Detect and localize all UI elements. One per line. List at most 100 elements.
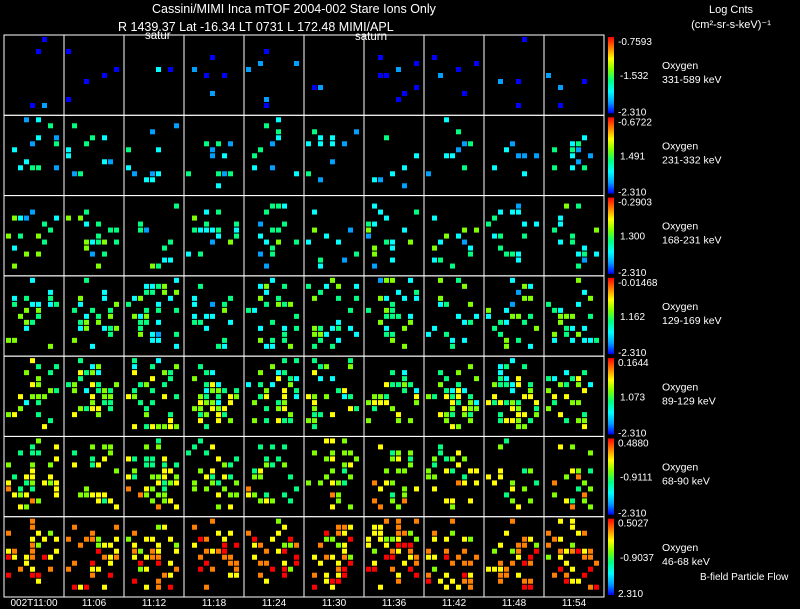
data-pixel [282,358,287,364]
data-pixel [96,382,101,388]
panel-frame [363,34,425,116]
data-pixel [402,388,407,394]
data-pixel [132,578,137,584]
row-labels: -0.7593 -1.532 -2.310 Oxygen 331-589 keV -0.6… [618,37,722,600]
data-pixel [576,468,581,474]
data-pixel [168,239,173,245]
data-pixel [108,400,113,406]
data-pixel [138,295,143,301]
panel-frame [63,195,125,277]
data-pixel [276,418,281,424]
data-pixel [432,474,437,480]
data-pixel [462,165,467,171]
data-pixel [468,584,473,590]
data-pixel [336,480,341,486]
data-pixel [294,394,299,400]
data-pixel [264,263,269,269]
data-pixel [150,129,155,135]
data-pixel [132,394,137,400]
data-pixel [492,394,497,400]
data-pixel [402,91,407,96]
data-pixel [498,566,503,572]
data-pixel [426,394,431,400]
data-pixel [162,394,167,400]
data-pixel [582,325,587,331]
data-pixel [456,424,461,430]
data-pixel [30,548,35,554]
data-pixel [144,382,149,388]
data-pixel [222,337,227,343]
data-pixel [210,370,215,376]
data-pixel [582,418,587,424]
data-pixel [498,233,503,239]
data-pixel [330,584,335,590]
data-pixel [78,492,83,498]
data-pixel [324,474,329,480]
data-pixel [150,462,155,468]
data-pixel [204,209,209,215]
data-pixel [96,319,101,325]
data-pixel [84,536,89,542]
data-pixel [312,450,317,456]
data-pixel [36,450,41,456]
data-pixel [450,498,455,504]
data-pixel [114,301,119,307]
data-pixel [108,227,113,233]
data-pixel [42,239,47,245]
data-pixel [102,542,107,548]
data-pixel [210,518,215,524]
data-pixel [492,382,497,388]
data-pixel [324,283,329,289]
data-pixel [114,382,119,388]
data-pixel [102,444,107,450]
data-pixel [330,578,335,584]
data-pixel [282,388,287,394]
data-pixel [342,438,347,444]
data-pixel [162,289,167,295]
data-pixel [138,560,143,566]
data-pixel [222,406,227,412]
data-pixel [474,400,479,406]
data-pixel [156,554,161,560]
data-pixel [468,141,473,147]
data-pixel [354,251,359,257]
data-pixel [396,548,401,554]
data-pixel [498,400,503,406]
data-pixel [528,498,533,504]
data-pixel [528,382,533,388]
data-pixel [12,548,17,554]
data-pixel [486,221,491,227]
data-pixel [396,468,401,474]
data-pixel [114,554,119,560]
data-pixel [192,227,197,233]
data-pixel [6,554,11,560]
data-pixel [378,524,383,530]
data-pixel [156,504,161,510]
data-pixel [24,295,29,301]
data-pixel [270,536,275,542]
data-pixel [216,183,221,189]
data-pixel [264,343,269,349]
data-pixel [570,468,575,474]
data-pixel [462,319,467,325]
data-pixel [378,400,383,406]
data-pixel [402,165,407,171]
data-pixel [270,165,275,171]
data-pixel [312,358,317,364]
data-pixel [522,221,527,227]
data-pixel [510,382,515,388]
time-tick-label: 11:24 [262,598,287,609]
data-pixel [204,486,209,492]
data-pixel [522,584,527,590]
data-pixel [372,548,377,554]
data-pixel [258,221,263,227]
data-pixel [228,141,233,147]
data-pixel [288,301,293,307]
data-pixel [24,474,29,480]
data-pixel [282,394,287,400]
data-pixel [348,554,353,560]
data-pixel [492,548,497,554]
panel-frame [3,275,65,357]
data-pixel [216,418,221,424]
data-pixel [132,358,137,364]
